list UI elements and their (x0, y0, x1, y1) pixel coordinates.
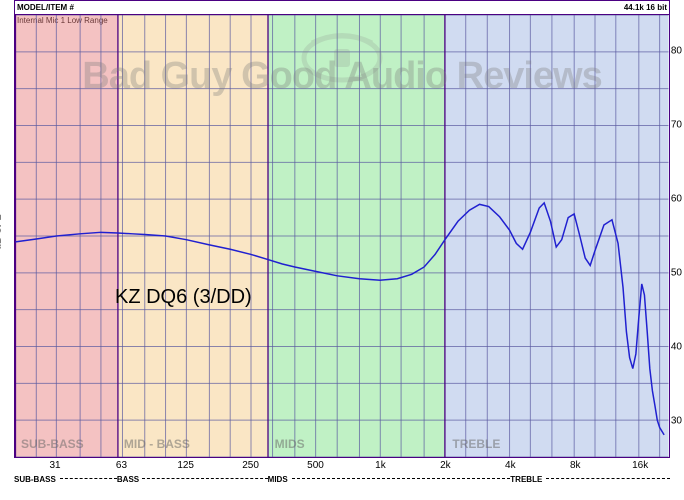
x-ticks: 31 63 125 250 500 1k 2k 4k 8k 16k (14, 460, 670, 472)
bottom-scale-label: SUB-BASS (14, 475, 56, 484)
bottom-scale: SUB-BASS BASS MIDS TREBLE (14, 475, 670, 489)
region-label: TREBLE (452, 437, 500, 451)
bottom-scale-dash (142, 478, 268, 479)
bottom-scale-dash (292, 478, 510, 479)
x-tick-label: 2k (440, 460, 451, 471)
product-label: KZ DQ6 (3/DD) (115, 286, 252, 309)
x-tick-label: 8k (570, 460, 581, 471)
x-tick-label: 125 (177, 460, 194, 471)
y-axis-label: dB SPL (0, 214, 4, 250)
y-tick-label: 40 (671, 342, 682, 353)
y-tick-label: 50 (671, 268, 682, 279)
y-tick-label: 30 (671, 416, 682, 427)
model-label: MODEL/ITEM # (17, 3, 74, 12)
x-tick-label: 31 (49, 460, 60, 471)
header-bar: MODEL/ITEM # 44.1k 16 bit (14, 0, 670, 14)
x-tick-label: 1k (375, 460, 386, 471)
x-tick-label: 63 (116, 460, 127, 471)
y-tick-label: 80 (671, 46, 682, 57)
region-label: SUB-BASS (21, 437, 84, 451)
x-tick-label: 16k (632, 460, 648, 471)
bottom-scale-label: MIDS (268, 475, 288, 484)
bottom-scale-label: TREBLE (510, 475, 542, 484)
region-label: MIDS (275, 437, 305, 451)
region-label: MID - BASS (124, 437, 190, 451)
plot-area: Internal Mic 1 Low Range Bad Guy Good Au… (14, 14, 670, 458)
sample-info: 44.1k 16 bit (624, 3, 667, 12)
fr-chart-container: MODEL/ITEM # 44.1k 16 bit Internal Mic 1… (0, 0, 684, 500)
x-tick-label: 4k (505, 460, 516, 471)
x-tick-label: 250 (242, 460, 259, 471)
bottom-scale-dash (546, 478, 670, 479)
y-tick-label: 60 (671, 194, 682, 205)
watermark-logo-icon (282, 23, 402, 93)
bottom-scale-dash (60, 478, 117, 479)
y-tick-label: 70 (671, 120, 682, 131)
x-tick-label: 500 (307, 460, 324, 471)
y-ticks: 30 40 50 60 70 80 (670, 14, 684, 458)
bottom-scale-label: BASS (117, 475, 139, 484)
